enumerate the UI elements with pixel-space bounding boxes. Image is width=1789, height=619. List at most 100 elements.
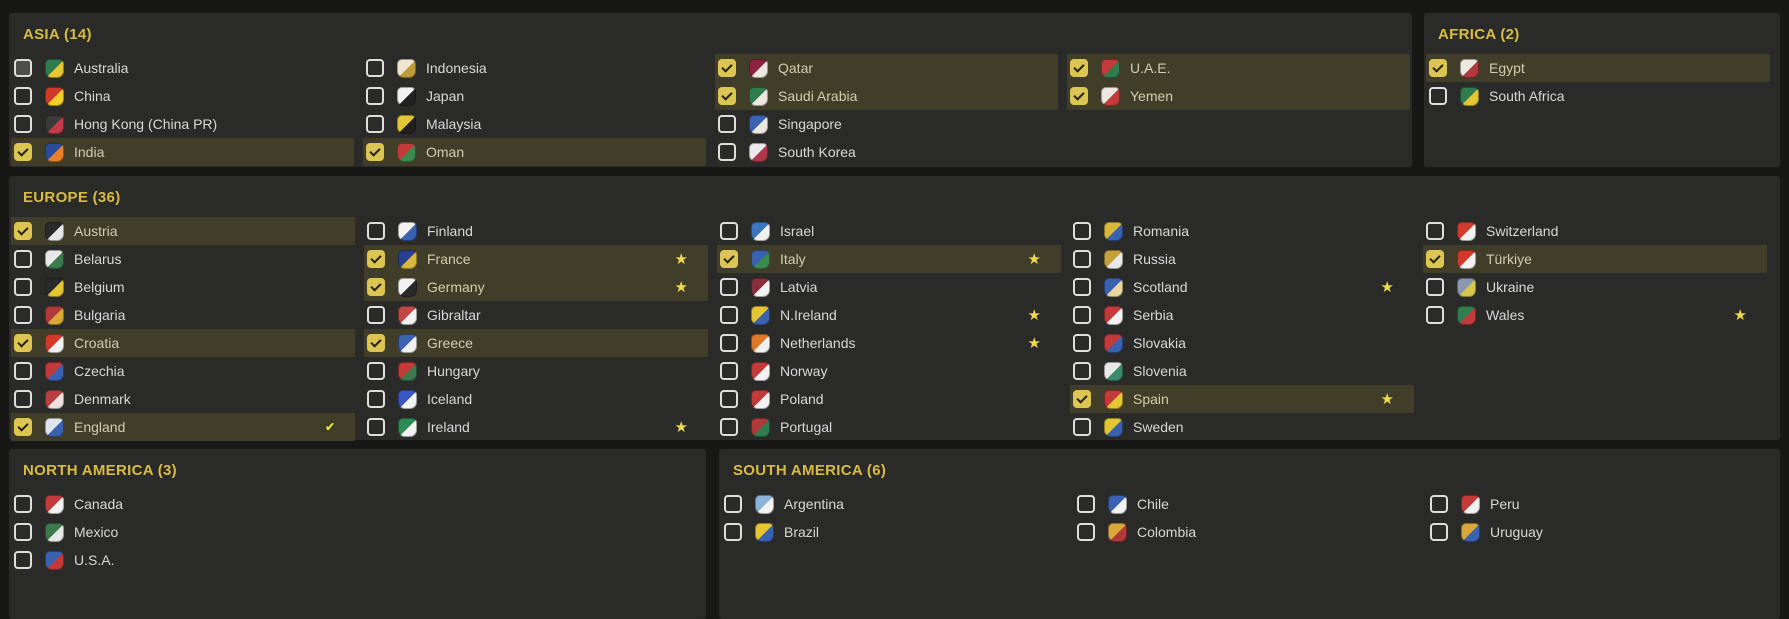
- canada-checkbox[interactable]: [14, 495, 32, 513]
- nation-row-slovenia[interactable]: Slovenia: [1070, 357, 1414, 385]
- nation-row-poland[interactable]: Poland: [717, 385, 1061, 413]
- romania-checkbox[interactable]: [1073, 222, 1091, 240]
- nation-row-croatia[interactable]: Croatia: [11, 329, 355, 357]
- nation-row-belarus[interactable]: Belarus: [11, 245, 355, 273]
- finland-checkbox[interactable]: [367, 222, 385, 240]
- nation-row-portugal[interactable]: Portugal: [717, 413, 1061, 441]
- slovenia-checkbox[interactable]: [1073, 362, 1091, 380]
- n-ireland-checkbox[interactable]: [720, 306, 738, 324]
- spain-checkbox[interactable]: [1073, 390, 1091, 408]
- nation-row-serbia[interactable]: Serbia: [1070, 301, 1414, 329]
- israel-checkbox[interactable]: [720, 222, 738, 240]
- japan-checkbox[interactable]: [366, 87, 384, 105]
- peru-checkbox[interactable]: [1430, 495, 1448, 513]
- south-africa-checkbox[interactable]: [1429, 87, 1447, 105]
- nation-row-u-s-a[interactable]: U.S.A.: [11, 546, 355, 574]
- greece-checkbox[interactable]: [367, 334, 385, 352]
- malaysia-checkbox[interactable]: [366, 115, 384, 133]
- latvia-checkbox[interactable]: [720, 278, 738, 296]
- nation-row-romania[interactable]: Romania: [1070, 217, 1414, 245]
- nation-row-n-ireland[interactable]: N.Ireland ★: [717, 301, 1061, 329]
- chile-checkbox[interactable]: [1077, 495, 1095, 513]
- saudi-arabia-checkbox[interactable]: [718, 87, 736, 105]
- gibraltar-checkbox[interactable]: [367, 306, 385, 324]
- nation-row-singapore[interactable]: Singapore: [715, 110, 1058, 138]
- nation-row-austria[interactable]: Austria: [11, 217, 355, 245]
- italy-checkbox[interactable]: [720, 250, 738, 268]
- nation-row-switzerland[interactable]: Switzerland: [1423, 217, 1767, 245]
- nation-row-netherlands[interactable]: Netherlands ★: [717, 329, 1061, 357]
- nation-row-malaysia[interactable]: Malaysia: [363, 110, 706, 138]
- belgium-checkbox[interactable]: [14, 278, 32, 296]
- poland-checkbox[interactable]: [720, 390, 738, 408]
- nation-row-yemen[interactable]: Yemen: [1067, 82, 1410, 110]
- u-a-e-checkbox[interactable]: [1070, 59, 1088, 77]
- nation-row-denmark[interactable]: Denmark: [11, 385, 355, 413]
- oman-checkbox[interactable]: [366, 143, 384, 161]
- nation-row-finland[interactable]: Finland: [364, 217, 708, 245]
- south-korea-checkbox[interactable]: [718, 143, 736, 161]
- iceland-checkbox[interactable]: [367, 390, 385, 408]
- nation-row-israel[interactable]: Israel: [717, 217, 1061, 245]
- mexico-checkbox[interactable]: [14, 523, 32, 541]
- belarus-checkbox[interactable]: [14, 250, 32, 268]
- netherlands-checkbox[interactable]: [720, 334, 738, 352]
- ireland-checkbox[interactable]: [367, 418, 385, 436]
- nation-row-ireland[interactable]: Ireland ★: [364, 413, 708, 441]
- bulgaria-checkbox[interactable]: [14, 306, 32, 324]
- england-checkbox[interactable]: [14, 418, 32, 436]
- nation-row-england[interactable]: England ✔: [11, 413, 355, 441]
- colombia-checkbox[interactable]: [1077, 523, 1095, 541]
- china-checkbox[interactable]: [14, 87, 32, 105]
- norway-checkbox[interactable]: [720, 362, 738, 380]
- brazil-checkbox[interactable]: [724, 523, 742, 541]
- nation-row-argentina[interactable]: Argentina: [721, 490, 1065, 518]
- nation-row-czechia[interactable]: Czechia: [11, 357, 355, 385]
- nation-row-hong-kong-china-pr[interactable]: Hong Kong (China PR): [11, 110, 354, 138]
- nation-row-colombia[interactable]: Colombia: [1074, 518, 1418, 546]
- portugal-checkbox[interactable]: [720, 418, 738, 436]
- wales-checkbox[interactable]: [1426, 306, 1444, 324]
- nation-row-u-a-e[interactable]: U.A.E.: [1067, 54, 1410, 82]
- hungary-checkbox[interactable]: [367, 362, 385, 380]
- nation-row-france[interactable]: France ★: [364, 245, 708, 273]
- nation-row-norway[interactable]: Norway: [717, 357, 1061, 385]
- czechia-checkbox[interactable]: [14, 362, 32, 380]
- nation-row-saudi-arabia[interactable]: Saudi Arabia: [715, 82, 1058, 110]
- indonesia-checkbox[interactable]: [366, 59, 384, 77]
- nation-row-indonesia[interactable]: Indonesia: [363, 54, 706, 82]
- sweden-checkbox[interactable]: [1073, 418, 1091, 436]
- singapore-checkbox[interactable]: [718, 115, 736, 133]
- nation-row-sweden[interactable]: Sweden: [1070, 413, 1414, 441]
- egypt-checkbox[interactable]: [1429, 59, 1447, 77]
- switzerland-checkbox[interactable]: [1426, 222, 1444, 240]
- nation-row-belgium[interactable]: Belgium: [11, 273, 355, 301]
- russia-checkbox[interactable]: [1073, 250, 1091, 268]
- nation-row-scotland[interactable]: Scotland ★: [1070, 273, 1414, 301]
- nation-row-egypt[interactable]: Egypt: [1426, 54, 1770, 82]
- nation-row-slovakia[interactable]: Slovakia: [1070, 329, 1414, 357]
- germany-checkbox[interactable]: [367, 278, 385, 296]
- nation-row-india[interactable]: India: [11, 138, 354, 166]
- nation-row-turkiye[interactable]: Türkiye: [1423, 245, 1767, 273]
- nation-row-qatar[interactable]: Qatar: [715, 54, 1058, 82]
- qatar-checkbox[interactable]: [718, 59, 736, 77]
- nation-row-peru[interactable]: Peru: [1427, 490, 1771, 518]
- nation-row-australia[interactable]: Australia: [11, 54, 354, 82]
- nation-row-uruguay[interactable]: Uruguay: [1427, 518, 1771, 546]
- nation-row-china[interactable]: China: [11, 82, 354, 110]
- nation-row-chile[interactable]: Chile: [1074, 490, 1418, 518]
- nation-row-germany[interactable]: Germany ★: [364, 273, 708, 301]
- nation-row-ukraine[interactable]: Ukraine: [1423, 273, 1767, 301]
- uruguay-checkbox[interactable]: [1430, 523, 1448, 541]
- denmark-checkbox[interactable]: [14, 390, 32, 408]
- austria-checkbox[interactable]: [14, 222, 32, 240]
- nation-row-canada[interactable]: Canada: [11, 490, 355, 518]
- france-checkbox[interactable]: [367, 250, 385, 268]
- nation-row-japan[interactable]: Japan: [363, 82, 706, 110]
- serbia-checkbox[interactable]: [1073, 306, 1091, 324]
- croatia-checkbox[interactable]: [14, 334, 32, 352]
- nation-row-gibraltar[interactable]: Gibraltar: [364, 301, 708, 329]
- nation-row-iceland[interactable]: Iceland: [364, 385, 708, 413]
- turkiye-checkbox[interactable]: [1426, 250, 1444, 268]
